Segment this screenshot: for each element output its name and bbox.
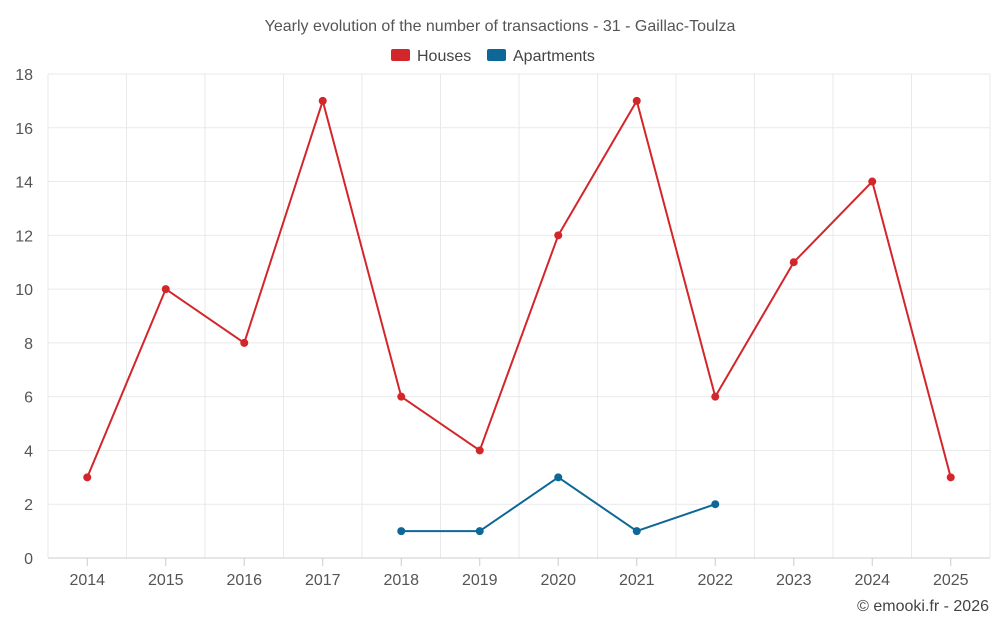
x-tick-label: 2019: [462, 572, 498, 589]
y-tick-label: 12: [15, 228, 33, 245]
y-tick-label: 18: [15, 67, 33, 84]
y-tick-label: 4: [24, 443, 33, 460]
data-point-houses[interactable]: [318, 96, 327, 105]
data-point-apartments[interactable]: [554, 473, 563, 482]
data-point-apartments[interactable]: [397, 527, 406, 536]
legend-swatch-houses: [391, 49, 410, 61]
axes: 0 2 4 6 8 10 12 14 16 18 2014 2015 2016 2017 2018 2019 2…: [15, 67, 990, 589]
y-tick-label: 16: [15, 121, 33, 138]
data-point-houses[interactable]: [161, 285, 170, 294]
series-houses: [83, 96, 955, 482]
data-point-houses[interactable]: [240, 338, 249, 347]
data-point-apartments[interactable]: [632, 527, 641, 536]
x-tick-label: 2014: [69, 572, 105, 589]
data-point-houses[interactable]: [789, 258, 798, 267]
data-point-houses[interactable]: [554, 231, 563, 240]
chart-legend: Houses Apartments: [391, 48, 595, 65]
x-tick-label: 2022: [697, 572, 733, 589]
y-tick-label: 2: [24, 497, 33, 514]
data-point-houses[interactable]: [868, 177, 877, 186]
data-point-houses[interactable]: [946, 473, 955, 482]
y-tick-label: 10: [15, 282, 33, 299]
x-tick-label: 2025: [933, 572, 969, 589]
y-tick-label: 6: [24, 390, 33, 407]
credit-text: © emooki.fr - 2026: [857, 598, 989, 615]
legend-label-apartments: Apartments: [513, 48, 595, 65]
y-tick-label: 8: [24, 336, 33, 353]
y-tick-label: 0: [24, 551, 33, 568]
x-tick-label: 2015: [148, 572, 184, 589]
legend-label-houses: Houses: [417, 48, 471, 65]
x-tick-label: 2024: [854, 572, 890, 589]
data-point-houses[interactable]: [632, 96, 641, 105]
data-point-houses[interactable]: [397, 392, 406, 401]
series: [83, 96, 955, 536]
legend-item-houses[interactable]: Houses: [391, 48, 471, 65]
x-tick-label: 2021: [619, 572, 655, 589]
chart-title: Yearly evolution of the number of transa…: [265, 18, 736, 35]
x-tick-label: 2016: [226, 572, 262, 589]
legend-swatch-apartments: [487, 49, 506, 61]
y-tick-label: 14: [15, 175, 33, 192]
series-line-houses: [86, 99, 952, 478]
x-tick-label: 2017: [305, 572, 341, 589]
data-point-houses[interactable]: [83, 473, 92, 482]
series-apartments: [397, 473, 720, 536]
data-point-apartments[interactable]: [711, 500, 720, 509]
grid: [47, 73, 991, 558]
data-point-houses[interactable]: [711, 392, 720, 401]
legend-item-apartments[interactable]: Apartments: [487, 48, 595, 65]
x-tick-label: 2018: [383, 572, 419, 589]
x-tick-label: 2020: [540, 572, 576, 589]
data-point-houses[interactable]: [475, 446, 484, 455]
data-point-apartments[interactable]: [475, 527, 484, 536]
x-tick-label: 2023: [776, 572, 812, 589]
